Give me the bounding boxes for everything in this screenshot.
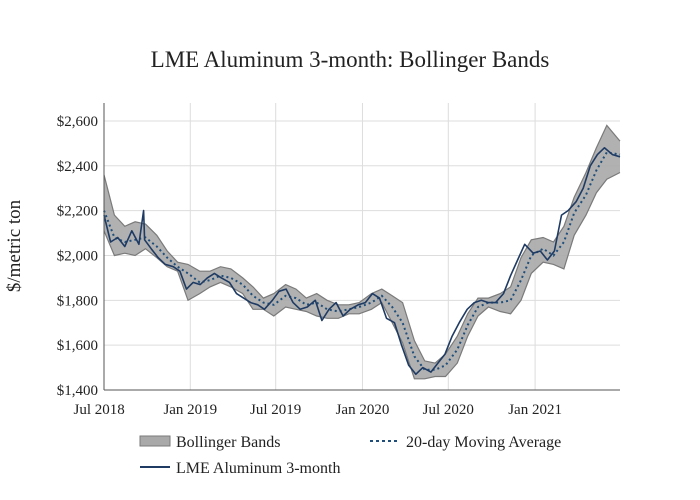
- x-tick-label: Jan 2021: [508, 402, 562, 418]
- moving-average-series: [103, 151, 621, 371]
- bollinger-bands-area: [103, 124, 621, 380]
- legend-label: Bollinger Bands: [176, 434, 280, 451]
- y-tick-label: $2,600: [57, 114, 98, 130]
- y-tick-label: $1,800: [57, 293, 98, 309]
- y-tick-label: $2,400: [57, 159, 98, 175]
- price-series: [103, 147, 621, 376]
- price-line: [103, 147, 621, 376]
- x-tick-label: Jul 2020: [423, 402, 474, 418]
- y-axis-title: $/metric ton: [4, 199, 25, 292]
- axes: $1,400 $1,600 $1,800 $2,000 $2,200 $2,400 $2,6…: [57, 103, 620, 418]
- x-tick-label: Jan 2020: [336, 402, 390, 418]
- bollinger-lower-line: [103, 171, 621, 380]
- x-tick-label: Jan 2019: [163, 402, 217, 418]
- y-tick-label: $1,400: [57, 383, 98, 399]
- legend-item: LME Aluminum 3-month: [140, 460, 340, 477]
- grid: [104, 103, 620, 391]
- chart-title: LME Aluminum 3-month: Bollinger Bands: [151, 47, 550, 72]
- y-tick-label: $2,000: [57, 248, 98, 264]
- legend-item: Bollinger Bands: [139, 434, 280, 451]
- bollinger-upper-line: [103, 124, 621, 364]
- legend: Bollinger Bands 20-day Moving Average LME …: [139, 434, 561, 477]
- x-tick-label: Jul 2019: [250, 402, 301, 418]
- legend-label: 20-day Moving Average: [406, 434, 561, 451]
- moving-average-line: [103, 151, 621, 371]
- legend-label: LME Aluminum 3-month: [176, 460, 340, 477]
- x-tick-label: Jul 2018: [74, 402, 125, 418]
- y-tick-label: $1,600: [57, 338, 98, 354]
- legend-swatch-band: [139, 435, 171, 447]
- y-tick-label: $2,200: [57, 204, 98, 220]
- legend-item: 20-day Moving Average: [370, 434, 561, 451]
